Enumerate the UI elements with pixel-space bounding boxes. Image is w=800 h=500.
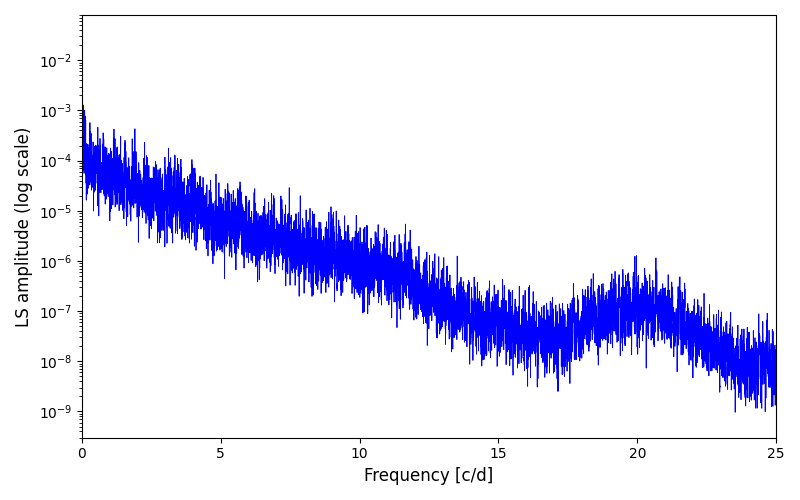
- Y-axis label: LS amplitude (log scale): LS amplitude (log scale): [15, 126, 33, 326]
- X-axis label: Frequency [c/d]: Frequency [c/d]: [364, 467, 494, 485]
